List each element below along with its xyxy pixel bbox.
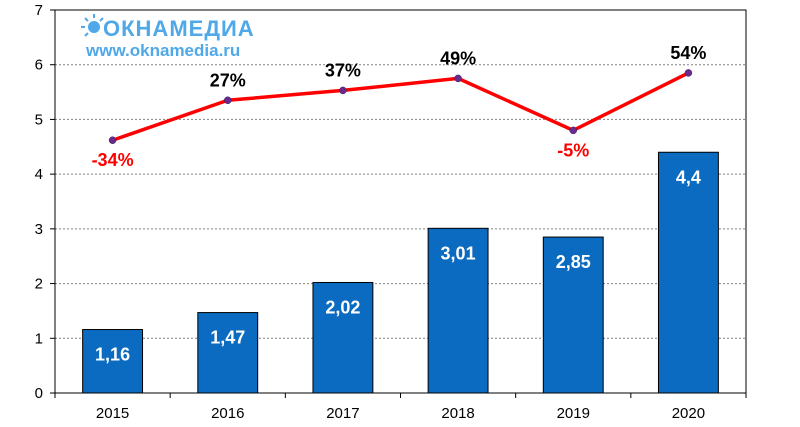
bar [427,227,489,394]
x-tick-label: 2020 [672,405,705,422]
bar [197,312,259,394]
axes: 0 1 2 3 4 5 6 7 2015 2016 2017 2018 2019 2020 [35,2,747,422]
x-tick-label: 2018 [441,405,474,422]
x-tick-label: 2015 [96,405,129,422]
bar-value-label: 1,16 [95,345,130,365]
line-point [684,69,693,77]
bar [657,151,719,394]
logo: ОКНАМЕДИА www.oknamedia.ru [81,14,255,60]
line-point [569,126,577,135]
growth-label: 37% [325,60,361,80]
bars: 1,16 1,47 2,02 3,01 2,85 4,4 [82,151,719,394]
y-tick-label: 4 [35,166,43,183]
y-tick-label: 5 [35,111,43,128]
bar-value-label: 2,85 [556,252,591,272]
growth-label: 27% [210,70,246,90]
bar-value-label: 2,02 [325,297,360,317]
x-tick-label: 2016 [211,405,244,422]
line-point [339,86,347,95]
bar-value-label: 3,01 [441,243,476,263]
growth-line: -34% 27% 37% 49% -5% 54% [92,43,707,170]
x-tick-label: 2017 [326,405,359,422]
y-tick-label: 7 [35,2,43,19]
y-tick-label: 2 [35,276,43,293]
bar [542,236,604,394]
plot-border [54,9,747,394]
bar [312,281,374,394]
growth-label: 49% [440,48,476,68]
bar-value-label: 4,4 [676,167,701,187]
logo-brand: ОКНАМЕДИА [103,16,255,41]
line-point [108,136,117,144]
sun-icon [81,14,104,37]
growth-label: 54% [670,43,706,63]
bar [82,329,144,394]
line-point [224,96,232,105]
line-point [454,74,462,83]
growth-label: -34% [92,150,134,170]
y-tick-label: 3 [35,221,43,238]
y-tick-label: 6 [35,57,43,74]
growth-polyline [112,71,690,142]
bar-value-label: 1,47 [210,328,245,348]
y-tick-label: 0 [35,385,43,402]
growth-label: -5% [557,140,589,160]
y-tick-label: 1 [35,330,43,347]
logo-url: www.oknamedia.ru [85,41,240,60]
x-tick-label: 2019 [557,405,590,422]
